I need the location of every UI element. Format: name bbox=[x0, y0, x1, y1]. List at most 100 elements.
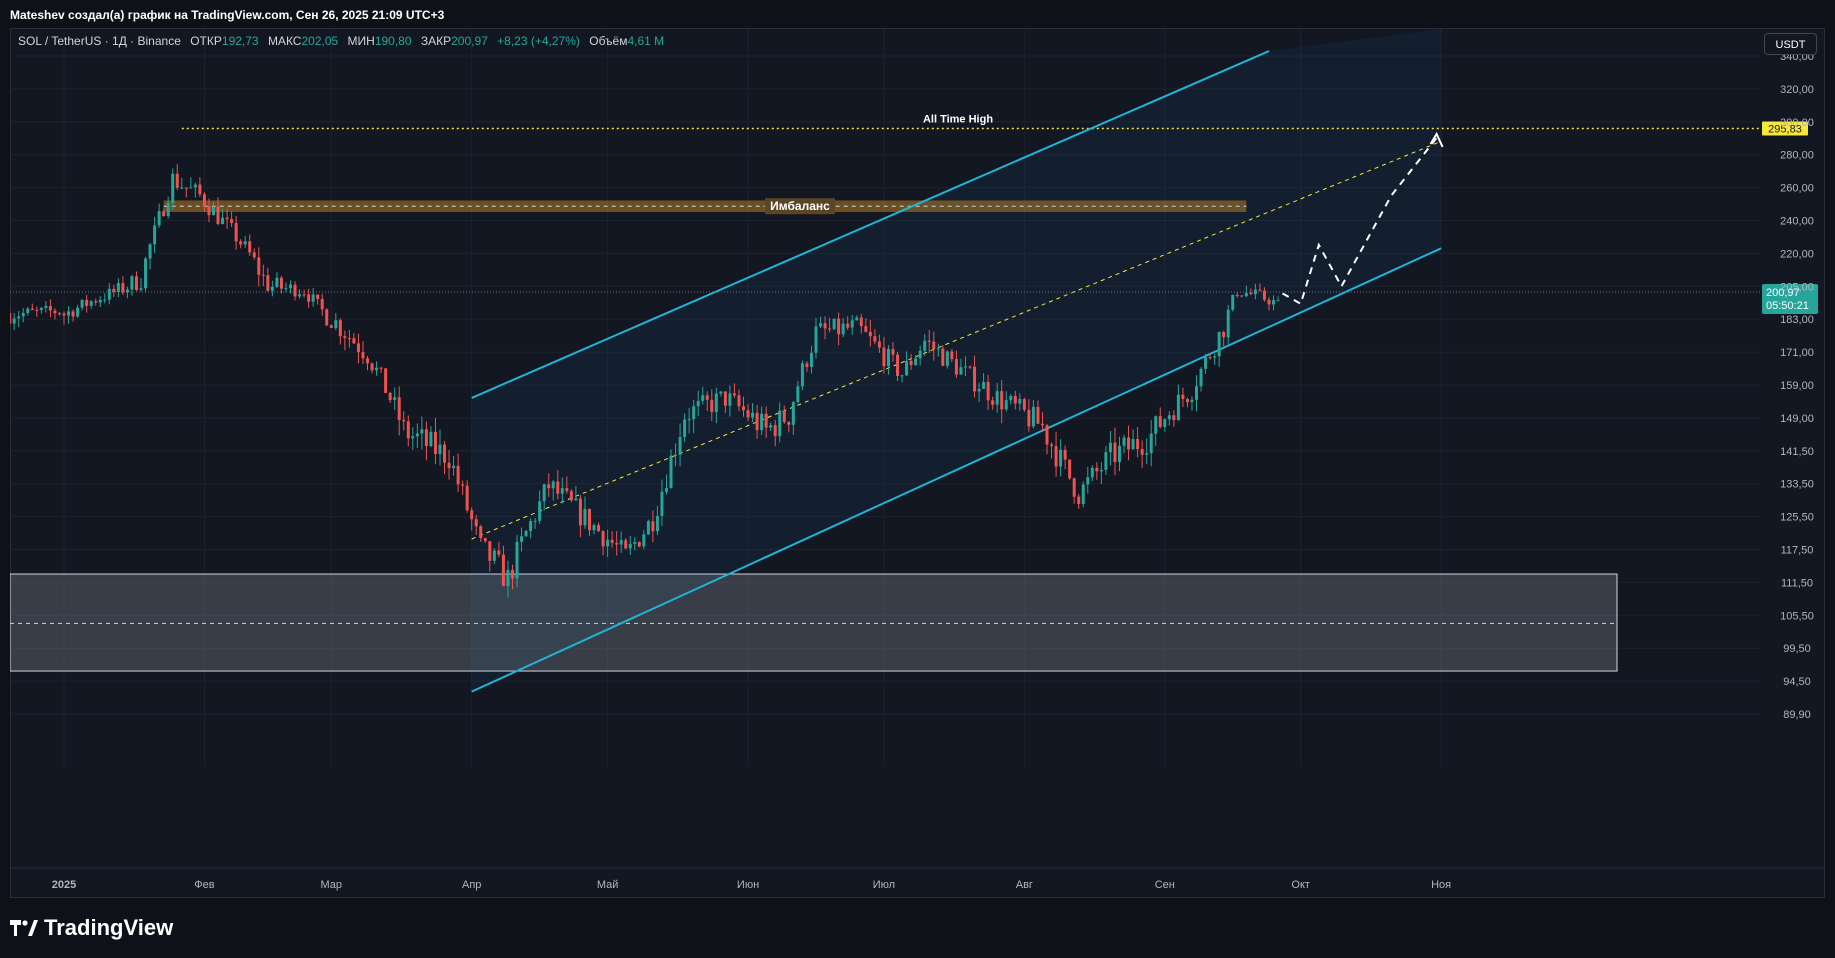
candle-body bbox=[379, 367, 383, 369]
candle-body bbox=[112, 288, 116, 293]
candle-body bbox=[877, 341, 881, 348]
candle bbox=[660, 479, 664, 527]
candle-body bbox=[479, 526, 483, 539]
candle-body bbox=[406, 421, 410, 439]
candle bbox=[936, 343, 940, 357]
last-price-badge-text: 200,97 bbox=[1766, 287, 1800, 299]
candle bbox=[510, 564, 514, 590]
candle-body bbox=[637, 542, 641, 547]
candle-body bbox=[325, 309, 329, 326]
candle-body bbox=[714, 393, 718, 412]
candle bbox=[30, 303, 34, 311]
candle-body bbox=[900, 375, 904, 377]
price-tick-label: 183,00 bbox=[1780, 314, 1814, 326]
candle-body bbox=[193, 184, 197, 188]
candle bbox=[1172, 410, 1176, 427]
candle bbox=[1054, 431, 1058, 477]
time-axis: 2025 Фев Мар Апр Май Июн Июл Авг Сен Окт Ноя bbox=[52, 879, 1451, 891]
candle-body bbox=[510, 569, 514, 579]
last-price-badge bbox=[1762, 284, 1818, 315]
candle-body bbox=[461, 484, 465, 486]
candle-body bbox=[778, 410, 782, 437]
candle-body bbox=[832, 318, 836, 329]
candle bbox=[180, 177, 184, 189]
candle bbox=[465, 480, 469, 513]
candle-body bbox=[809, 352, 813, 367]
candle bbox=[443, 440, 447, 475]
candle-body bbox=[791, 402, 795, 425]
candle-body bbox=[1195, 386, 1198, 400]
candle-body bbox=[606, 539, 610, 547]
time-tick-label: Ноя bbox=[1431, 879, 1451, 891]
candle bbox=[370, 362, 374, 374]
candle bbox=[746, 403, 750, 422]
candle bbox=[1117, 436, 1121, 472]
candle-body bbox=[10, 313, 12, 324]
candle bbox=[819, 316, 823, 328]
candle bbox=[1272, 295, 1276, 311]
candle bbox=[927, 330, 931, 354]
candle-body bbox=[1099, 469, 1103, 472]
candle-body bbox=[692, 406, 696, 420]
candle bbox=[1235, 292, 1239, 298]
candle-body bbox=[1176, 394, 1180, 420]
price-tick-label: 171,00 bbox=[1780, 347, 1814, 359]
candle bbox=[1258, 283, 1262, 292]
candle bbox=[637, 541, 641, 548]
candle bbox=[542, 483, 546, 511]
candle-body bbox=[1040, 423, 1044, 426]
currency-button[interactable]: USDT bbox=[1764, 33, 1817, 55]
candle bbox=[1095, 462, 1099, 480]
candle bbox=[678, 423, 682, 467]
legend-low: 190,80 bbox=[374, 34, 412, 48]
candle-body bbox=[1031, 406, 1035, 427]
candle bbox=[94, 298, 98, 306]
overlay-layer: All Time High Имбаланс 295,83 200,9705:50:2… bbox=[765, 113, 1818, 315]
candle bbox=[896, 351, 900, 382]
candle bbox=[470, 507, 474, 531]
candle bbox=[1185, 397, 1189, 408]
candle bbox=[1204, 353, 1208, 374]
candle-body bbox=[62, 313, 66, 316]
candle bbox=[71, 309, 75, 322]
candle bbox=[461, 480, 465, 495]
candle-body bbox=[646, 521, 650, 535]
candle-body bbox=[674, 454, 678, 456]
candle-body bbox=[1013, 396, 1017, 404]
candle-body bbox=[991, 400, 995, 405]
candle-body bbox=[1127, 437, 1131, 450]
candle-body bbox=[1217, 332, 1221, 357]
candle-body bbox=[569, 491, 573, 501]
candle bbox=[207, 198, 211, 223]
candle-body bbox=[705, 395, 709, 400]
candle-body bbox=[746, 410, 750, 418]
candle bbox=[103, 293, 107, 304]
candle-body bbox=[592, 525, 596, 531]
candle bbox=[732, 383, 736, 398]
legend-high-label: МАКС bbox=[267, 34, 302, 48]
candle-body bbox=[452, 465, 456, 469]
candle-body bbox=[411, 436, 415, 439]
candle bbox=[769, 422, 773, 431]
header-bar: Mateshev создал(а) график на TradingView… bbox=[0, 0, 1835, 28]
candle bbox=[556, 470, 560, 500]
candle-body bbox=[841, 323, 845, 335]
candle-body bbox=[868, 331, 872, 337]
candle-body bbox=[923, 340, 927, 351]
candle bbox=[583, 496, 587, 529]
candle bbox=[791, 400, 795, 435]
candle-body bbox=[1272, 300, 1276, 305]
candle-body bbox=[624, 540, 628, 549]
candle bbox=[121, 276, 125, 296]
candle-body bbox=[796, 386, 800, 403]
candle-body bbox=[356, 343, 360, 353]
candle bbox=[737, 389, 741, 412]
candle bbox=[497, 541, 501, 558]
candle-body bbox=[1122, 437, 1126, 446]
candle bbox=[26, 306, 30, 316]
chart-frame[interactable] bbox=[10, 28, 1825, 898]
candle-body bbox=[520, 536, 524, 542]
candle bbox=[1262, 287, 1266, 302]
candle bbox=[1276, 296, 1280, 302]
